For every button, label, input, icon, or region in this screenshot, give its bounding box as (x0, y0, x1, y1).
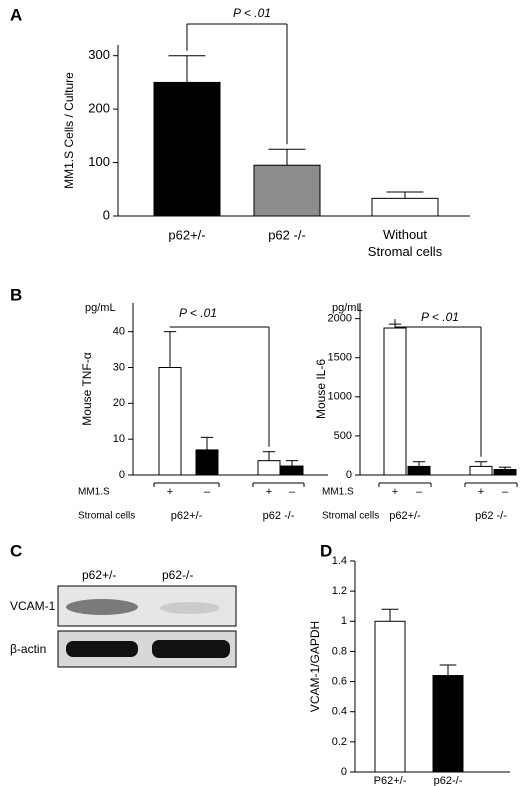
annotation: P < .01 (421, 310, 459, 324)
x-tick-label: – (289, 486, 296, 498)
group-label: p62 -/- (475, 510, 507, 522)
x-tick-label: – (502, 486, 509, 498)
group-label: p62+/- (171, 510, 203, 522)
panel-label: A (10, 5, 22, 24)
bar (253, 164, 321, 217)
x-tick-label: – (204, 486, 211, 498)
group-label: p62 -/- (263, 510, 295, 522)
y-axis-label: Mouse TNF-α (80, 352, 94, 425)
y-tick-label: 0.6 (332, 675, 347, 687)
y-tick-label: 10 (113, 433, 125, 445)
bar (407, 465, 431, 476)
bar (432, 675, 464, 773)
y-tick-label: 0 (346, 469, 352, 481)
y-tick-label: 1.2 (332, 585, 347, 597)
bar (383, 327, 407, 476)
x-tick-label: + (392, 486, 398, 498)
bar (257, 460, 281, 476)
band (160, 602, 220, 614)
lane-label: p62+/- (82, 568, 116, 582)
x-tick-label: + (478, 486, 484, 498)
y-tick-label: 1.4 (332, 555, 347, 567)
y-tick-label: 500 (334, 430, 352, 442)
row-label: Stromal cells (78, 511, 135, 522)
band (66, 599, 138, 615)
y-tick-label: 1 (341, 615, 347, 627)
unit-label: pg/mL (332, 302, 363, 314)
row-label: MM1.S (322, 487, 354, 498)
y-tick-label: 0 (341, 766, 347, 778)
y-axis-label: Mouse IL-6 (314, 359, 328, 419)
row-label: β-actin (10, 642, 46, 656)
annotation: P < .01 (179, 306, 217, 320)
x-tick-label: Without Stromal cells (368, 227, 443, 259)
y-tick-label: 0.2 (332, 736, 347, 748)
x-tick-label: + (266, 486, 272, 498)
y-tick-label: 1500 (328, 352, 352, 364)
unit-label: pg/mL (85, 302, 116, 314)
annotation: P < .01 (233, 6, 271, 20)
y-tick-label: 100 (88, 154, 110, 169)
y-axis-label: VCAM-1/GAPDH (308, 621, 322, 712)
bar (374, 620, 406, 773)
y-axis-label: MM1.S Cells / Culture (62, 72, 76, 189)
y-tick-label: 0.4 (332, 706, 347, 718)
x-tick-label: p62 -/- (268, 227, 306, 242)
x-tick-label: + (167, 486, 173, 498)
y-tick-label: 0 (103, 207, 110, 222)
y-tick-label: 20 (113, 397, 125, 409)
bar (280, 465, 304, 476)
bar (195, 449, 219, 476)
bar (158, 367, 182, 476)
bar (371, 197, 439, 217)
x-tick-label: p62-/- (434, 775, 463, 786)
row-label: Stromal cells (322, 511, 379, 522)
band (66, 641, 138, 657)
x-tick-label: P62+/- (374, 775, 407, 786)
panel-label: C (10, 541, 22, 560)
panel-label: B (10, 285, 22, 304)
y-tick-label: 2000 (328, 313, 352, 325)
y-tick-label: 30 (113, 361, 125, 373)
y-tick-label: 1000 (328, 391, 352, 403)
bar (493, 469, 517, 476)
panel-label: D (320, 541, 332, 560)
row-label: VCAM-1 (10, 599, 56, 613)
y-tick-label: 200 (88, 101, 110, 116)
group-label: p62+/- (389, 510, 421, 522)
lane-label: p62-/- (162, 568, 193, 582)
band (152, 640, 230, 658)
bar (469, 465, 493, 476)
y-tick-label: 0 (119, 469, 125, 481)
x-tick-label: – (416, 486, 423, 498)
blot: p62+/- p62-/- VCAM-1 β-actin (10, 568, 237, 668)
y-tick-label: 0.8 (332, 645, 347, 657)
y-tick-label: 300 (88, 47, 110, 62)
x-tick-label: p62+/- (168, 227, 205, 242)
row-label: MM1.S (78, 487, 110, 498)
y-tick-label: 40 (113, 326, 125, 338)
bar (153, 81, 221, 217)
